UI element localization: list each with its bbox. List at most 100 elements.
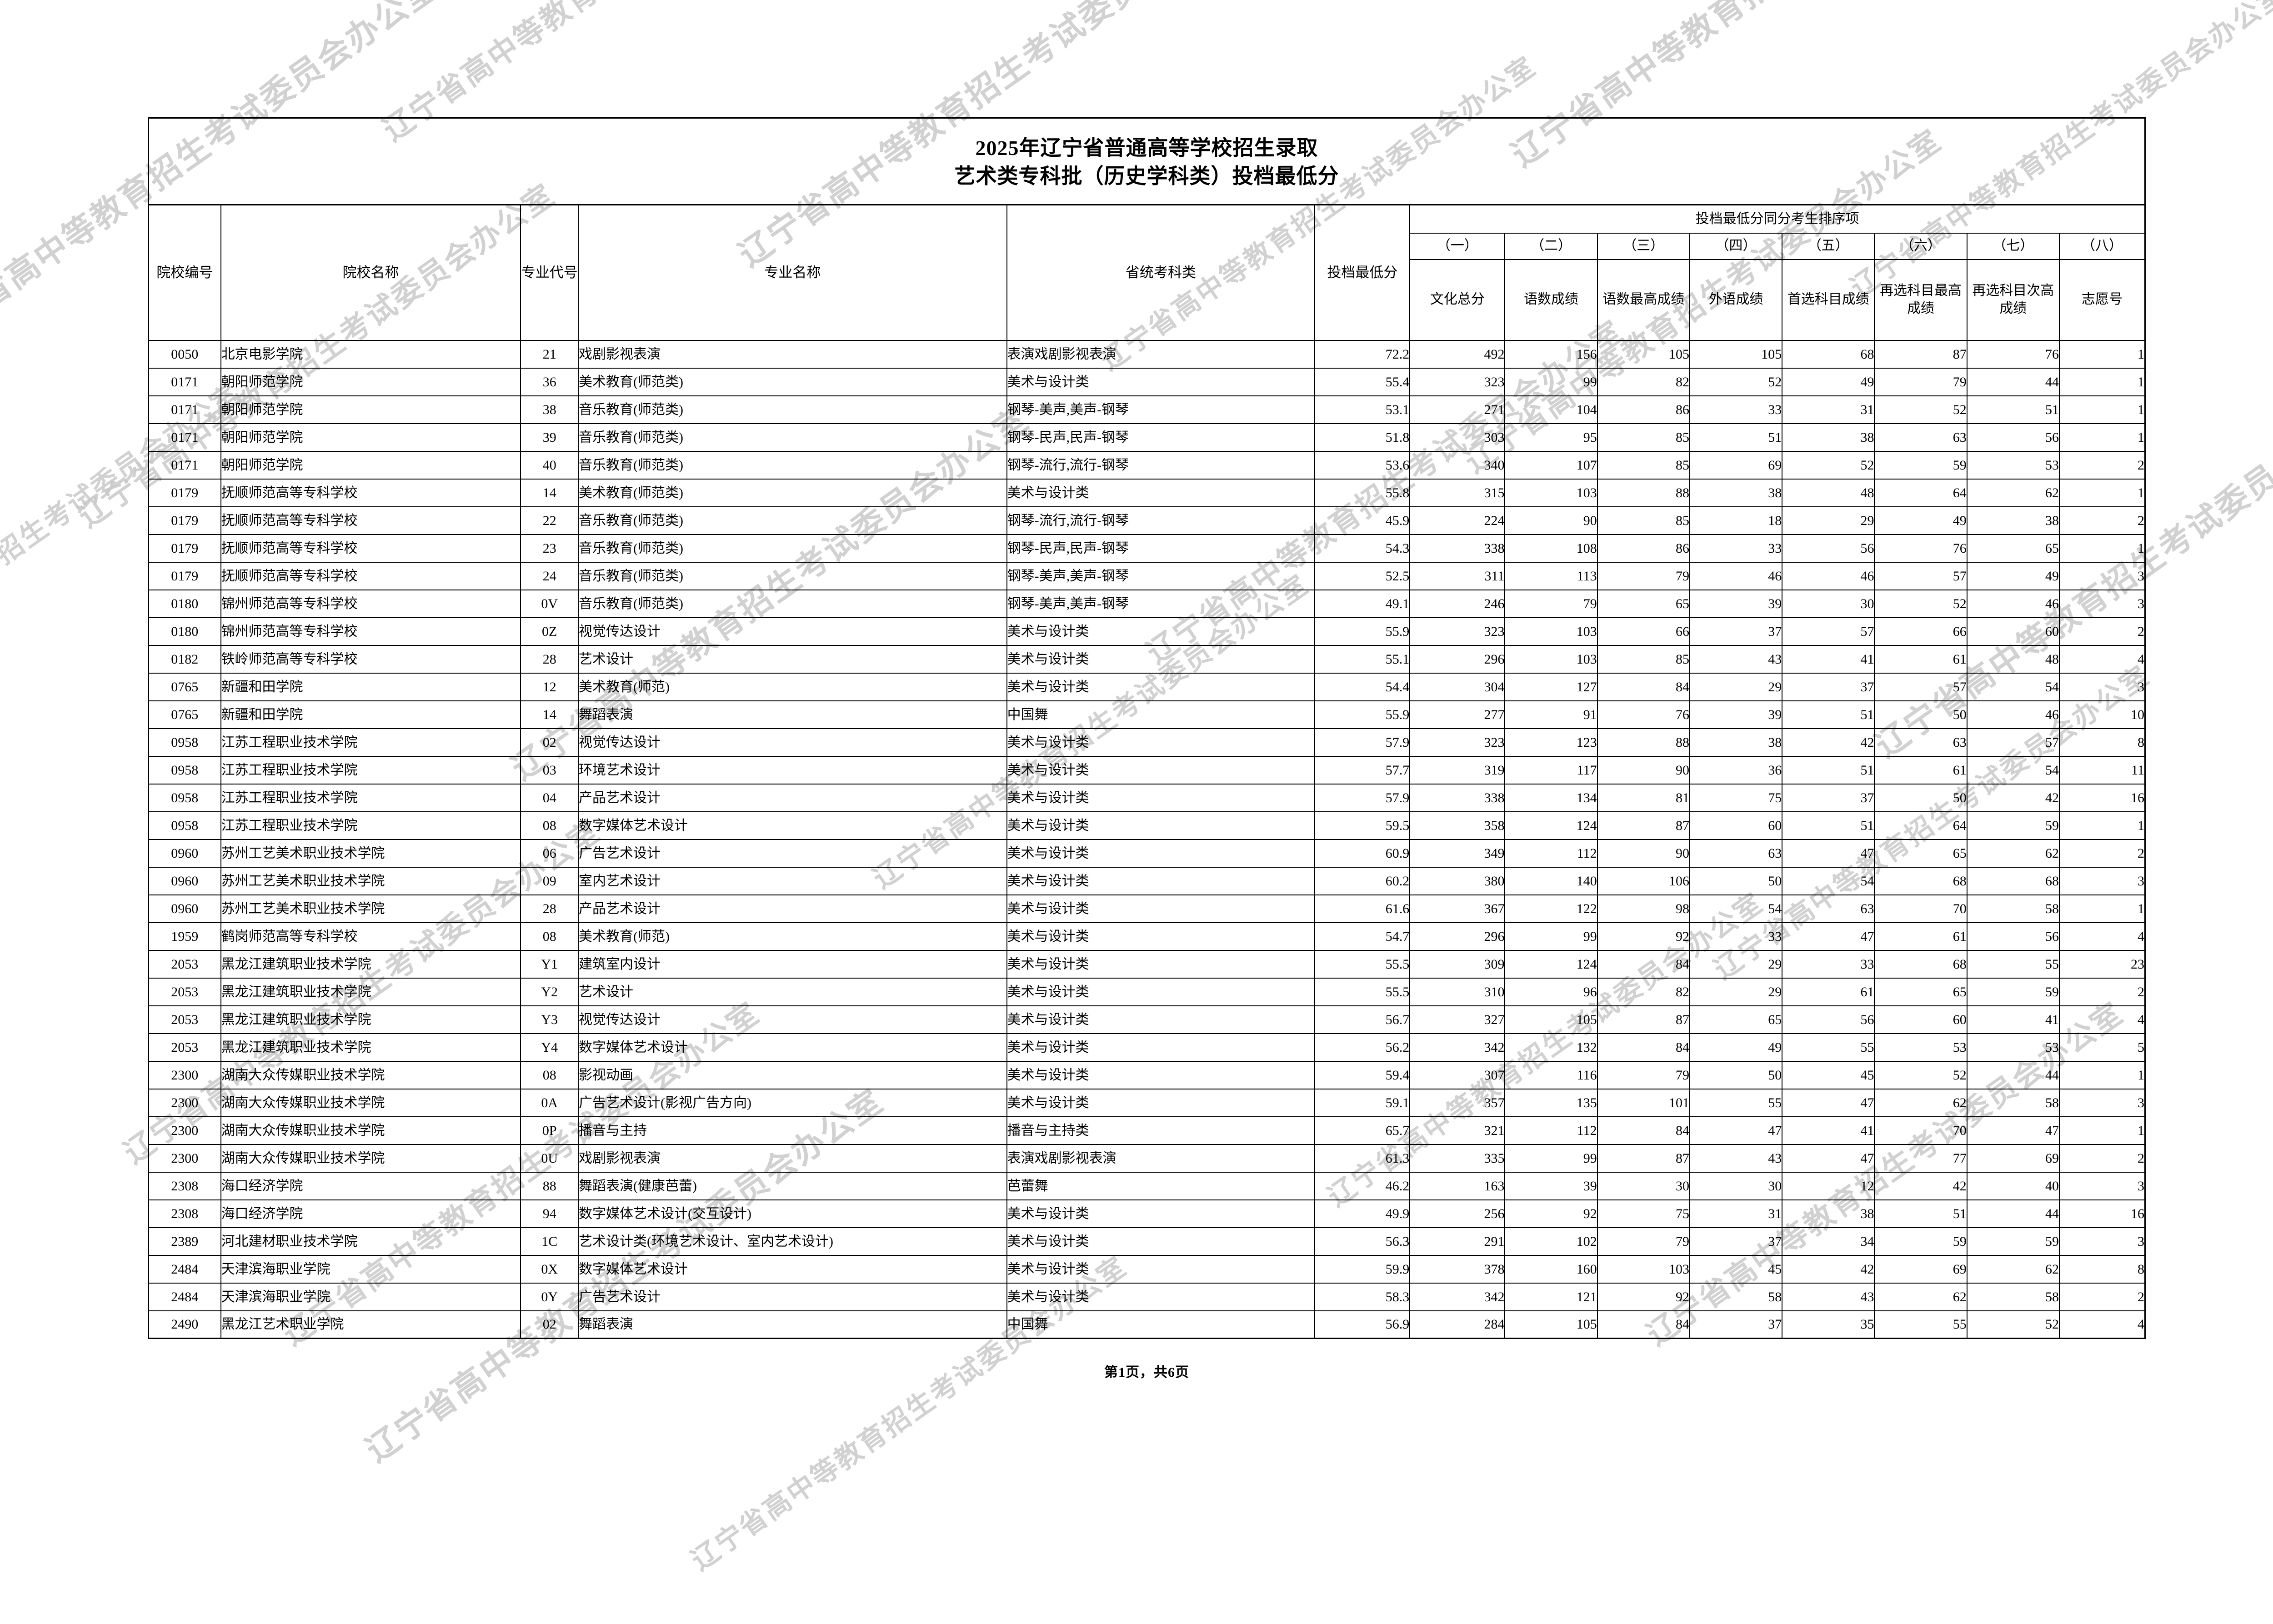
cell-school-code: 0958: [148, 755, 221, 785]
cell-exam-category: 钢琴-民声,民声-钢琴: [1006, 423, 1316, 452]
cell-major-code: 21: [520, 340, 579, 369]
cell-second-choice-max: 66: [1874, 617, 1968, 646]
cell-major-name: 音乐教育(师范类): [578, 589, 1007, 618]
cell-chinese-math-max: 92: [1597, 1282, 1690, 1311]
table-row: 2300 湖南大众传媒职业技术学院 0P 播音与主持 播音与主持类 65.7 321 112 8…: [148, 1116, 2146, 1145]
cell-chinese-math-max: 84: [1597, 672, 1690, 701]
cell-foreign-language: 29: [1689, 977, 1783, 1006]
cell-school-name: 江苏工程职业技术学院: [220, 755, 521, 785]
cell-major-code: 22: [520, 506, 579, 535]
cell-major-name: 美术教育(师范): [578, 922, 1007, 951]
table-body: 0050 北京电影学院 21 戏剧影视表演 表演戏剧影视表演 72.2 492 156 105 1…: [148, 340, 2146, 1339]
cell-chinese-math-max: 103: [1597, 1254, 1690, 1284]
col-header-volunteer-number: 志愿号: [2058, 259, 2146, 341]
cell-chinese-math-max: 76: [1597, 700, 1690, 729]
cell-school-name: 江苏工程职业技术学院: [220, 811, 521, 840]
cell-volunteer-number: 11: [2058, 755, 2146, 785]
cell-volunteer-number: 4: [2058, 922, 2146, 951]
cell-culture-total: 323: [1409, 367, 1506, 396]
cell-chinese-math-max: 98: [1597, 894, 1690, 923]
cell-major-code: 04: [520, 783, 579, 812]
cell-first-choice-subject: 33: [1782, 949, 1875, 979]
cell-chinese-math: 99: [1504, 367, 1598, 396]
cell-chinese-math-max: 79: [1597, 1227, 1690, 1256]
table-row: 2484 天津滨海职业学院 0Y 广告艺术设计 美术与设计类 58.3 342 121 92 58…: [148, 1282, 2146, 1311]
cell-school-name: 黑龙江建筑职业技术学院: [220, 1033, 521, 1062]
cell-chinese-math-max: 101: [1597, 1088, 1690, 1117]
cell-second-choice-next: 58: [1966, 1088, 2060, 1117]
cell-first-choice-subject: 43: [1782, 1282, 1875, 1311]
cell-major-name: 戏剧影视表演: [578, 1144, 1007, 1173]
table-row: 0765 新疆和田学院 12 美术教育(师范) 美术与设计类 54.4 304 127 84 29…: [148, 672, 2146, 701]
col-header-tiebreak-group: 投档最低分同分考生排序项: [1409, 204, 2146, 234]
cell-second-choice-max: 65: [1874, 977, 1968, 1006]
cell-exam-category: 美术与设计类: [1006, 949, 1316, 979]
cell-culture-total: 271: [1409, 395, 1506, 424]
cell-chinese-math-max: 82: [1597, 367, 1690, 396]
cell-foreign-language: 69: [1689, 450, 1783, 480]
cell-culture-total: 296: [1409, 645, 1506, 674]
cell-volunteer-number: 1: [2058, 367, 2146, 396]
cell-foreign-language: 30: [1689, 1171, 1783, 1200]
table-row: 2300 湖南大众传媒职业技术学院 0A 广告艺术设计(影视广告方向) 美术与设计类 59…: [148, 1088, 2146, 1117]
cell-second-choice-max: 69: [1874, 1254, 1968, 1284]
cell-volunteer-number: 3: [2058, 561, 2146, 590]
page-title-line-2: 艺术类专科批（历史学科类）投档最低分: [954, 165, 1339, 188]
cell-chinese-math: 160: [1504, 1254, 1598, 1284]
cell-first-choice-subject: 51: [1782, 700, 1875, 729]
cell-chinese-math: 102: [1504, 1227, 1598, 1256]
cell-major-code: 94: [520, 1199, 579, 1228]
cell-chinese-math-max: 85: [1597, 450, 1690, 480]
cell-major-code: 0U: [520, 1144, 579, 1173]
cell-major-code: 28: [520, 645, 579, 674]
col-header-min-score: 投档最低分: [1314, 204, 1411, 341]
col-header-numeral-1: （一）: [1409, 232, 1506, 260]
cell-chinese-math: 121: [1504, 1282, 1598, 1311]
cell-chinese-math-max: 82: [1597, 977, 1690, 1006]
cell-min-score: 58.3: [1314, 1282, 1411, 1311]
cell-major-name: 数字媒体艺术设计: [578, 1033, 1007, 1062]
cell-min-score: 56.2: [1314, 1033, 1411, 1062]
cell-first-choice-subject: 46: [1782, 561, 1875, 590]
cell-major-code: 08: [520, 1060, 579, 1089]
cell-first-choice-subject: 47: [1782, 1144, 1875, 1173]
cell-second-choice-max: 61: [1874, 755, 1968, 785]
cell-second-choice-max: 50: [1874, 700, 1968, 729]
cell-min-score: 59.5: [1314, 811, 1411, 840]
cell-exam-category: 钢琴-流行,流行-钢琴: [1006, 450, 1316, 480]
cell-chinese-math: 79: [1504, 589, 1598, 618]
cell-culture-total: 256: [1409, 1199, 1506, 1228]
cell-chinese-math: 99: [1504, 922, 1598, 951]
cell-exam-category: 芭蕾舞: [1006, 1171, 1316, 1200]
cell-foreign-language: 51: [1689, 423, 1783, 452]
cell-foreign-language: 63: [1689, 839, 1783, 868]
cell-second-choice-max: 57: [1874, 672, 1968, 701]
cell-culture-total: 342: [1409, 1033, 1506, 1062]
cell-school-name: 湖南大众传媒职业技术学院: [220, 1144, 521, 1173]
cell-exam-category: 美术与设计类: [1006, 672, 1316, 701]
cell-school-code: 0180: [148, 589, 221, 618]
cell-major-name: 美术教育(师范类): [578, 367, 1007, 396]
cell-volunteer-number: 5: [2058, 1033, 2146, 1062]
cell-exam-category: 美术与设计类: [1006, 811, 1316, 840]
cell-second-choice-max: 52: [1874, 395, 1968, 424]
col-header-numeral-6: （六）: [1874, 232, 1968, 260]
cell-exam-category: 美术与设计类: [1006, 1088, 1316, 1117]
cell-second-choice-max: 63: [1874, 728, 1968, 757]
cell-school-code: 0179: [148, 561, 221, 590]
col-header-numeral-7: （七）: [1966, 232, 2060, 260]
cell-min-score: 54.7: [1314, 922, 1411, 951]
cell-school-code: 0765: [148, 672, 221, 701]
cell-second-choice-next: 59: [1966, 977, 2060, 1006]
cell-exam-category: 美术与设计类: [1006, 1005, 1316, 1034]
cell-chinese-math: 91: [1504, 700, 1598, 729]
cell-chinese-math-max: 86: [1597, 395, 1690, 424]
col-header-second-choice-max: 再选科目最高成绩: [1874, 259, 1968, 341]
cell-min-score: 59.9: [1314, 1254, 1411, 1284]
cell-volunteer-number: 1: [2058, 340, 2146, 369]
cell-second-choice-max: 70: [1874, 1116, 1968, 1145]
cell-chinese-math: 39: [1504, 1171, 1598, 1200]
cell-second-choice-max: 61: [1874, 922, 1968, 951]
cell-exam-category: 美术与设计类: [1006, 755, 1316, 785]
cell-exam-category: 钢琴-美声,美声-钢琴: [1006, 395, 1316, 424]
